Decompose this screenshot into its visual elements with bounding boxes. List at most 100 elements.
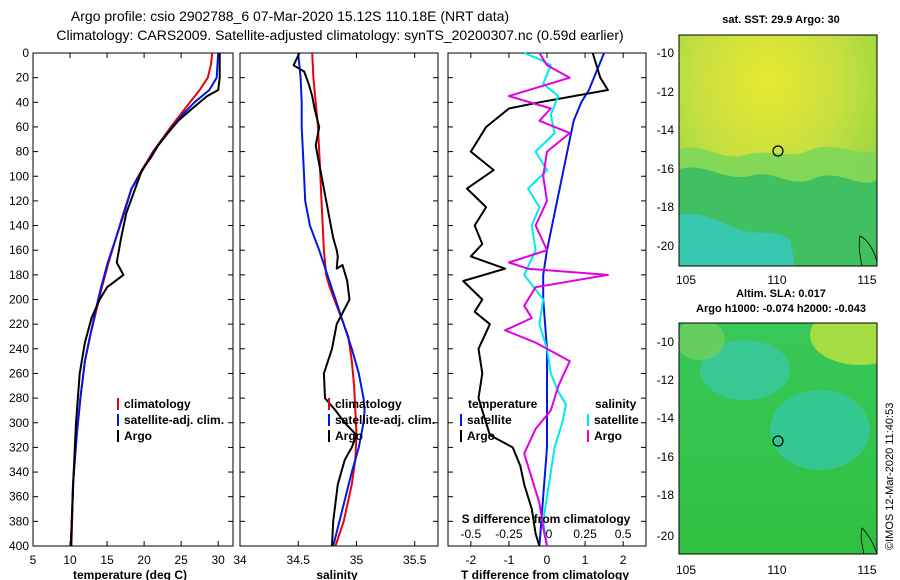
ytick-label: 300 <box>9 416 29 430</box>
ytick-label: 320 <box>9 440 29 454</box>
legend-label-t-argo: Argo <box>467 429 495 443</box>
legend-label-argo: Argo <box>124 429 152 443</box>
sst-map-title: sat. SST: 29.9 Argo: 30 <box>722 14 840 26</box>
figure-title-line1: Argo profile: csio 2902788_6 07-Mar-2020… <box>71 8 509 24</box>
salinity-legend: climatology satellite-adj. clim. Argo <box>328 397 435 443</box>
salinity-profile-plot: 34 34.5 35 35.5 <box>233 52 439 567</box>
sst-map-xticks: 105 110 115 <box>676 273 877 287</box>
series-line-argo <box>292 52 358 547</box>
salinity-xlabel: salinity <box>316 568 358 580</box>
plot-frame <box>239 52 439 547</box>
legend-title-salinity: salinity <box>595 397 637 411</box>
ytick-label: 360 <box>9 490 29 504</box>
ytick-label: 220 <box>9 317 29 331</box>
difference-xlabel-top: S difference from climatology <box>462 512 631 526</box>
sla-map-yticks: -10 -12 -14 -16 -18 -20 <box>657 335 675 543</box>
legend-label-s-satellite: satellite <box>594 413 639 427</box>
sla-map-xticks: 105 110 115 <box>676 563 877 577</box>
ytick-label: 400 <box>9 539 29 553</box>
xtick-label-s: 0 <box>546 527 553 541</box>
xtick-label: 35.5 <box>403 553 427 567</box>
map-ytick: -12 <box>657 85 675 99</box>
sla-high <box>810 323 877 365</box>
sla-map: Altim. SLA: 0.017 Argo h1000: -0.074 h20… <box>657 288 878 577</box>
figure-title-line2: Climatology: CARS2009. Satellite-adjuste… <box>56 27 623 43</box>
temperature-profile-plot: 0 20 40 60 80 100 120 140 160 180 200 220 240 260 280 3… <box>9 46 234 567</box>
map-ytick: -10 <box>657 335 675 349</box>
ytick-label: 380 <box>9 514 29 528</box>
map-xtick: 105 <box>676 273 696 287</box>
xtick-label-s: 0.25 <box>573 527 597 541</box>
sst-map-yticks: -10 -12 -14 -16 -18 -20 <box>657 46 675 253</box>
argo-location-marker <box>772 145 784 157</box>
legend-label-climatology: climatology <box>335 397 402 411</box>
xtick-label: 20 <box>137 553 151 567</box>
series-line-salinity-satellite <box>523 52 567 547</box>
sla-mid <box>679 323 725 360</box>
ytick-label: 60 <box>16 120 30 134</box>
plot-frame <box>32 52 234 547</box>
map-ytick: -20 <box>657 239 675 253</box>
sst-map-frame <box>678 34 878 267</box>
map-ytick: -16 <box>657 162 675 176</box>
sst-map: sat. SST: 29.9 Argo: 30 -10 -12 -14 -16 … <box>657 14 878 287</box>
map-ytick: -12 <box>657 373 675 387</box>
xtick-label: -2 <box>466 553 477 567</box>
map-ytick: -20 <box>657 529 675 543</box>
xtick-label: 34 <box>233 553 247 567</box>
map-xtick: 115 <box>857 273 876 287</box>
ytick-label: 80 <box>16 145 30 159</box>
xtick-label: -1 <box>504 553 515 567</box>
series-line-satellite-adj-clim- <box>297 52 366 547</box>
ytick-label: 40 <box>16 95 30 109</box>
ytick-label: 240 <box>9 342 29 356</box>
map-ytick: -18 <box>657 488 675 502</box>
xtick-label: 30 <box>212 553 226 567</box>
ytick-label: 340 <box>9 465 29 479</box>
plot-frame <box>447 52 647 547</box>
legend-label-t-satellite: satellite <box>467 413 512 427</box>
temperature-legend: climatology satellite-adj. clim. Argo <box>117 397 224 443</box>
series-line-temperature-argo <box>462 52 609 547</box>
legend-label-argo: Argo <box>335 429 363 443</box>
sla-low <box>770 390 870 470</box>
legend-label-satellite: satellite-adj. clim. <box>124 413 224 427</box>
xtick-label: 15 <box>100 553 114 567</box>
difference-profile-plot: -2 -1 0 1 2 -0.5 -0.25 0 0.25 0.5 <box>447 52 647 567</box>
ytick-label: 100 <box>9 169 29 183</box>
sla-low <box>700 340 790 400</box>
series-line-temperature-satellite <box>538 52 606 547</box>
coastline <box>858 235 877 266</box>
xtick-label-s: 0.5 <box>615 527 632 541</box>
difference-xlabel: T difference from climatology <box>461 568 629 580</box>
xtick-label: 25 <box>174 553 188 567</box>
temperature-xlabel: temperature (deg C) <box>73 568 187 580</box>
series-line-climatology <box>311 52 358 547</box>
legend-label-satellite: satellite-adj. clim. <box>335 413 435 427</box>
sla-map-frame <box>678 322 878 555</box>
sla-map-title-line1: Altim. SLA: 0.017 <box>736 288 826 300</box>
series-line-argo <box>69 53 221 547</box>
sst-field-cyan <box>679 213 795 266</box>
xtick-label: 5 <box>30 553 37 567</box>
xtick-label: 35 <box>350 553 364 567</box>
argo-location-marker <box>772 435 784 447</box>
legend-label-s-argo: Argo <box>594 429 622 443</box>
ytick-label: 180 <box>9 268 29 282</box>
ytick-label: 20 <box>16 71 30 85</box>
map-xtick: 110 <box>767 273 786 287</box>
ytick-label: 160 <box>9 243 29 257</box>
xtick-label: 10 <box>63 553 77 567</box>
xtick-label-s: -0.25 <box>495 527 523 541</box>
legend-title-temperature: temperature <box>468 397 538 411</box>
legend-label-climatology: climatology <box>124 397 191 411</box>
ytick-label: 140 <box>9 219 29 233</box>
map-xtick: 110 <box>767 563 786 577</box>
map-ytick: -18 <box>657 200 675 214</box>
difference-legend: temperature satellite Argo salinity sate… <box>460 397 639 443</box>
sla-map-title-line2: Argo h1000: -0.074 h2000: -0.043 <box>696 303 866 315</box>
xtick-label: 1 <box>582 553 589 567</box>
map-ytick: -14 <box>657 411 675 425</box>
series-line-salinity-argo <box>504 52 609 547</box>
